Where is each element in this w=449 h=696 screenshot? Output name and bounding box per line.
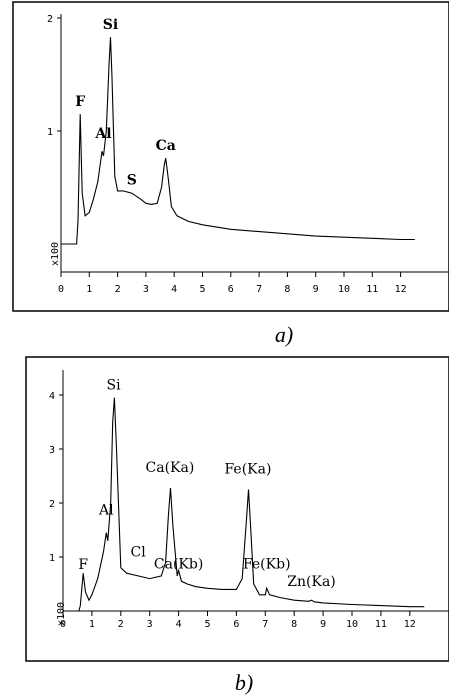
x-tick-label: 4 [171, 284, 177, 295]
peak-label: Al [94, 126, 111, 142]
x-tick-label: 9 [320, 619, 326, 630]
x-tick-label: 8 [284, 284, 290, 295]
panel-b-frame [25, 356, 449, 662]
peak-label: Fe(Kb) [243, 556, 291, 572]
x-tick-label: 4 [176, 619, 182, 630]
x-tick-label: 3 [147, 619, 153, 630]
x-tick-label: 3 [143, 284, 149, 295]
peak-label: Ca(Ka) [146, 460, 195, 476]
x-tick-label: 11 [375, 619, 387, 630]
panel-a-y-scale-label: x100 [50, 242, 61, 266]
panel-a-x-ticks: 0 1 2 3 4 5 6 7 8 9 10 11 12 [58, 272, 407, 295]
panel-b-peak-labels: F Al Si Cl Ca(Ka) Ca(Kb) Fe(Ka) Fe(Kb) Zn(Ka) [78, 378, 335, 591]
peak-label: S [127, 173, 137, 189]
x-tick-label: 10 [346, 619, 358, 630]
x-tick-label: 9 [313, 284, 319, 295]
peak-label: Si [107, 378, 122, 394]
panel-b-caption: b) [235, 670, 253, 695]
y-tick-label: 3 [49, 445, 55, 456]
panel-a-y-ticks: 12 [47, 14, 61, 138]
x-tick-label: 5 [199, 284, 205, 295]
x-tick-label: 11 [366, 284, 378, 295]
panel-a-caption: a) [275, 322, 293, 347]
x-tick-label: 0 [60, 619, 66, 630]
panel-b-y-ticks: 1 2 3 4 [49, 391, 63, 564]
y-tick-label: 1 [47, 127, 53, 138]
peak-label: F [75, 94, 85, 110]
y-tick-label: 4 [49, 391, 55, 402]
peak-label: Si [103, 17, 118, 33]
panel-a-peak-labels: F Al Si S Ca [75, 17, 176, 188]
y-tick-label: 2 [47, 14, 53, 25]
x-tick-label: 5 [204, 619, 210, 630]
x-tick-label: 12 [404, 619, 416, 630]
x-tick-label: 6 [233, 619, 239, 630]
peak-label: F [78, 557, 88, 573]
x-tick-label: 2 [115, 284, 121, 295]
panel-b-y-scale-label: x100 [56, 602, 67, 626]
peak-label: Ca(Kb) [154, 557, 203, 573]
peak-label: Ca [156, 138, 176, 154]
panel-b-x-ticks: 0 1 2 3 4 5 6 7 8 9 10 11 12 [60, 611, 416, 630]
peak-label: Cl [131, 545, 147, 561]
x-tick-label: 6 [228, 284, 234, 295]
x-tick-label: 7 [256, 284, 262, 295]
x-tick-label: 1 [86, 284, 92, 295]
panel-a-spectrum-line [61, 37, 415, 245]
peak-label: Zn(Ka) [287, 574, 335, 590]
peak-label: Fe(Ka) [224, 462, 271, 478]
x-tick-label: 1 [89, 619, 95, 630]
x-tick-label: 8 [291, 619, 297, 630]
x-tick-label: 0 [58, 284, 64, 295]
x-tick-label: 12 [395, 284, 407, 295]
y-tick-label: 1 [49, 553, 55, 564]
x-tick-label: 7 [262, 619, 268, 630]
panel-a-frame [12, 1, 449, 312]
x-tick-label: 10 [338, 284, 350, 295]
peak-label: Al [98, 503, 114, 519]
x-tick-label: 2 [118, 619, 124, 630]
panel-b-spectrum-line [63, 397, 425, 612]
y-tick-label: 2 [49, 499, 55, 510]
